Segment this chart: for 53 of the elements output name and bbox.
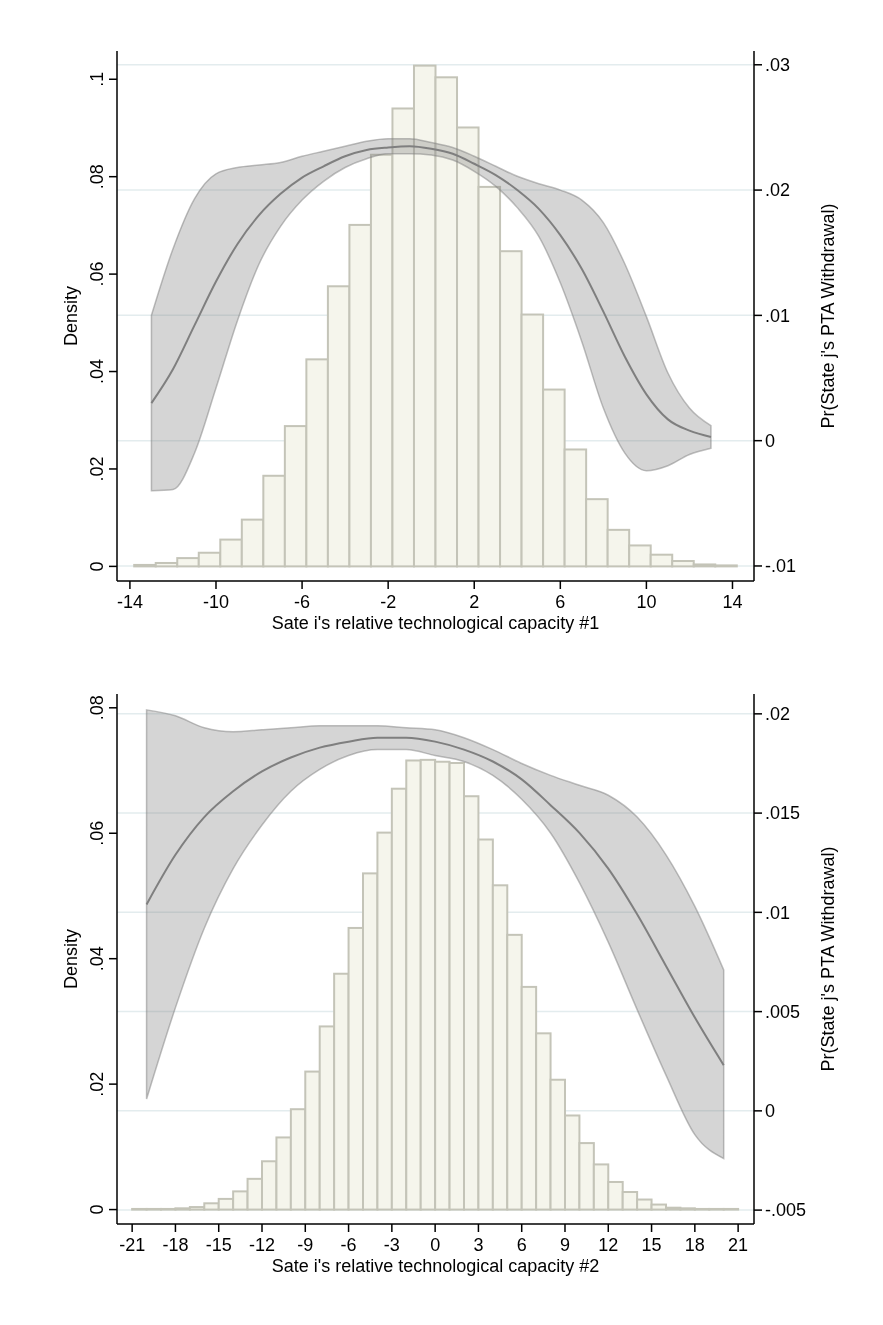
x-tick-label: 21 xyxy=(728,1235,749,1255)
y2-tick-label: -.01 xyxy=(765,556,797,577)
y2-axis-title: Pr(State j's PTA Withdrawal) xyxy=(818,203,838,429)
x-tick-label: -21 xyxy=(119,1235,146,1255)
x-tick-label: -3 xyxy=(383,1235,400,1255)
y-axis-title: Density xyxy=(61,928,81,990)
y-tick-label: .04 xyxy=(87,946,107,972)
y2-tick-label: .03 xyxy=(765,55,791,76)
y-tick-label: 0 xyxy=(87,561,107,572)
y2-tick-label: .02 xyxy=(765,704,791,725)
y-tick-label: .02 xyxy=(87,456,107,482)
x-tick-label: -9 xyxy=(297,1235,314,1255)
x-tick-label: 14 xyxy=(722,592,743,612)
y2-tick-label: .02 xyxy=(765,180,791,201)
x-tick-label: -10 xyxy=(202,592,229,612)
x-tick-label: -18 xyxy=(162,1235,189,1255)
y-tick-label: .06 xyxy=(87,261,107,287)
x-tick-label: -2 xyxy=(380,592,397,612)
y2-tick-label: .01 xyxy=(765,902,791,923)
y2-axis-title: Pr(State j's PTA Withdrawal) xyxy=(818,846,838,1072)
y-tick-label: .02 xyxy=(87,1071,107,1097)
x-tick-label: 3 xyxy=(473,1235,484,1255)
x-axis-title: Sate i's relative technological capacity #2 xyxy=(271,1256,600,1276)
x-axis-title: Sate i's relative technological capacity #1 xyxy=(271,613,600,633)
x-tick-label: -12 xyxy=(248,1235,276,1255)
y-tick-label: .04 xyxy=(87,359,107,385)
y-axis-title: Density xyxy=(61,285,81,347)
y2-tick-label: .015 xyxy=(765,803,801,824)
y-tick-label: 0 xyxy=(87,1204,107,1215)
y-tick-label: .08 xyxy=(87,695,107,721)
x-tick-label: 2 xyxy=(469,592,480,612)
y2-tick-label: .01 xyxy=(765,305,791,326)
y2-tick-label: .005 xyxy=(765,1001,801,1022)
x-tick-label: 10 xyxy=(636,592,657,612)
line-series xyxy=(150,145,712,438)
x-tick-label: -15 xyxy=(205,1235,232,1255)
x-tick-label: -6 xyxy=(294,592,311,612)
x-tick-label: 6 xyxy=(555,592,566,612)
x-tick-label: 15 xyxy=(641,1235,662,1255)
y-tick-label: .1 xyxy=(87,71,107,87)
line-series xyxy=(145,736,725,1067)
x-tick-label: 0 xyxy=(430,1235,441,1255)
y2-tick-label: -.005 xyxy=(765,1200,807,1221)
x-tick-label: 12 xyxy=(598,1235,619,1255)
x-tick-label: -6 xyxy=(340,1235,357,1255)
y2-tick-label: 0 xyxy=(765,1101,776,1122)
y2-tick-label: 0 xyxy=(765,430,776,451)
y-tick-label: .06 xyxy=(87,820,107,846)
y-tick-label: .08 xyxy=(87,164,107,190)
x-tick-label: 9 xyxy=(559,1235,570,1255)
x-tick-label: 6 xyxy=(516,1235,527,1255)
x-tick-label: -14 xyxy=(116,592,143,612)
x-tick-label: 18 xyxy=(684,1235,705,1255)
